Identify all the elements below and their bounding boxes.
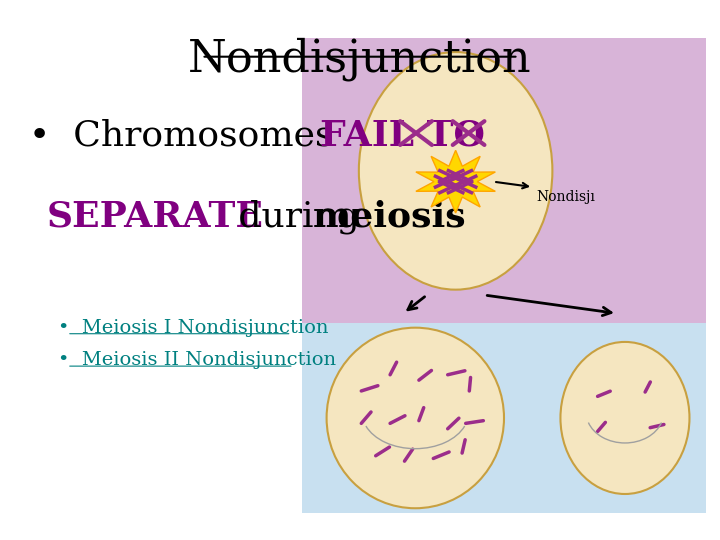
Text: meiosis: meiosis xyxy=(313,200,467,234)
FancyBboxPatch shape xyxy=(302,38,706,323)
Text: •  Meiosis II Nondisjunction: • Meiosis II Nondisjunction xyxy=(58,351,336,369)
Text: Nondisjı: Nondisjı xyxy=(536,190,595,204)
Ellipse shape xyxy=(560,342,690,494)
Text: during: during xyxy=(227,200,371,234)
FancyBboxPatch shape xyxy=(302,323,706,513)
Text: •  Meiosis I Nondisjunction: • Meiosis I Nondisjunction xyxy=(58,319,328,336)
Text: FAIL TO: FAIL TO xyxy=(320,119,485,153)
Ellipse shape xyxy=(327,328,504,508)
Text: •  Chromosomes: • Chromosomes xyxy=(29,119,345,153)
Text: SEPARATE: SEPARATE xyxy=(47,200,264,234)
Ellipse shape xyxy=(359,52,552,289)
Text: Nondisjunction: Nondisjunction xyxy=(188,38,532,82)
Polygon shape xyxy=(416,150,495,213)
